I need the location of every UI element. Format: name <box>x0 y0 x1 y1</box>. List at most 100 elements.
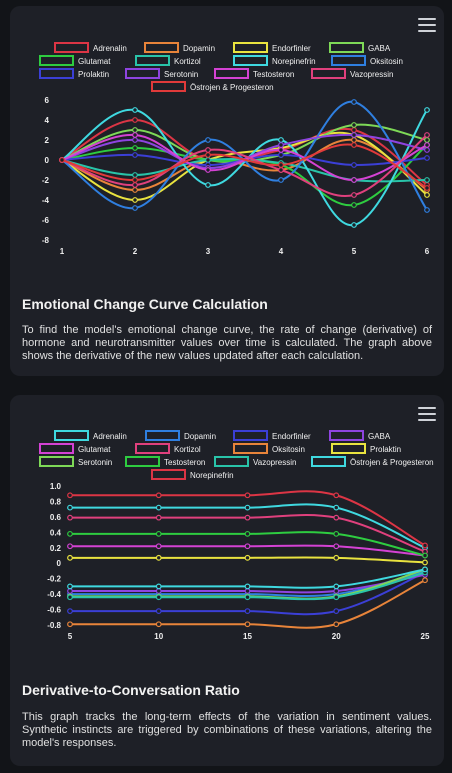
legend-item[interactable]: Serotonin <box>125 68 198 79</box>
legend-swatch <box>135 55 170 66</box>
data-point <box>67 492 73 499</box>
legend-swatch <box>39 456 74 467</box>
x-tick-label: 5 <box>68 632 73 641</box>
series-line <box>61 134 428 198</box>
data-point <box>155 583 162 590</box>
series-line <box>61 131 428 202</box>
data-point <box>333 514 340 521</box>
legend-item[interactable]: Prolaktin <box>331 443 401 454</box>
data-point <box>278 152 284 158</box>
data-point <box>333 583 340 590</box>
legend-item[interactable]: Testosteron <box>214 68 294 79</box>
x-tick-label: 3 <box>206 247 211 256</box>
data-point <box>278 137 284 143</box>
legend-item[interactable]: Kortizol <box>135 443 201 454</box>
data-point <box>278 167 284 173</box>
legend-item[interactable]: Kortizol <box>135 55 201 66</box>
legend-item[interactable]: Dopamin <box>145 430 216 441</box>
emotional-change-card: Adrenalin Dopamin Endorfinler GABA Glutamat K… <box>10 6 444 376</box>
legend-item[interactable]: GABA <box>329 430 391 441</box>
legend-item[interactable]: Endorfinler <box>233 42 311 53</box>
legend-item[interactable]: Adrenalin <box>54 42 127 53</box>
data-point <box>132 145 138 151</box>
legend-swatch <box>125 68 160 79</box>
legend-swatch <box>54 430 89 441</box>
y-tick-label: 2 <box>45 136 50 145</box>
data-point <box>205 152 211 158</box>
data-point <box>155 504 162 511</box>
legend-item[interactable]: Vazopressin <box>214 456 296 467</box>
legend-item[interactable]: Östrojen & Progesteron <box>151 81 274 92</box>
legend-label: Norepinefrin <box>272 57 316 66</box>
legend-label: Glutamat <box>78 445 111 454</box>
data-point <box>244 583 251 590</box>
data-point <box>244 608 251 615</box>
legend-item[interactable]: Oksitosin <box>233 443 305 454</box>
data-point <box>205 182 211 188</box>
data-point <box>333 594 340 601</box>
hamburger-menu-icon[interactable] <box>418 18 436 32</box>
legend-label: Prolaktin <box>78 70 109 79</box>
data-point <box>333 530 340 537</box>
data-point <box>155 594 162 601</box>
data-point <box>67 594 73 601</box>
x-tick-label: 6 <box>425 247 430 256</box>
y-tick-label: -0.8 <box>47 621 61 630</box>
x-tick-label: 4 <box>279 247 284 256</box>
legend-item[interactable]: Dopamin <box>144 42 215 53</box>
series-line <box>61 133 428 170</box>
legend-item[interactable]: Prolaktin <box>39 68 109 79</box>
legend-item[interactable]: Adrenalin <box>54 430 127 441</box>
y-tick-label: -4 <box>42 196 50 205</box>
data-point <box>67 514 73 521</box>
data-point <box>155 492 162 499</box>
legend-item[interactable]: Glutamat <box>39 443 111 454</box>
legend-swatch <box>214 68 249 79</box>
legend-item[interactable]: Oksitosin <box>331 55 403 66</box>
data-point <box>424 137 430 143</box>
data-point <box>422 577 428 584</box>
data-point <box>333 608 340 615</box>
legend-label: Kortizol <box>174 445 201 454</box>
y-tick-label: 0.4 <box>50 528 62 537</box>
data-point <box>424 107 430 113</box>
legend-item[interactable]: Serotonin <box>39 456 112 467</box>
data-point <box>67 554 73 561</box>
legend-item[interactable]: Glutamat <box>39 55 111 66</box>
card-description: This graph tracks the long-term effects … <box>22 711 432 749</box>
legend-swatch <box>151 81 186 92</box>
hamburger-menu-icon[interactable] <box>418 407 436 421</box>
legend-item[interactable]: Östrojen & Progesteron <box>311 456 434 467</box>
data-point <box>351 132 357 138</box>
legend-label: Östrojen & Progesteron <box>190 83 274 92</box>
series-line <box>61 143 428 189</box>
legend-label: Endorfinler <box>272 44 311 53</box>
y-tick-label: 0 <box>45 156 50 165</box>
legend-label: Dopamin <box>183 44 215 53</box>
legend-label: Serotonin <box>164 70 198 79</box>
data-point <box>422 552 428 559</box>
data-point <box>351 99 357 105</box>
legend-swatch <box>233 55 268 66</box>
data-point <box>132 177 138 183</box>
x-tick-label: 25 <box>421 632 430 641</box>
data-point <box>278 142 284 148</box>
data-point <box>132 132 138 138</box>
data-point <box>278 147 284 153</box>
data-point <box>424 155 430 161</box>
legend-item[interactable]: GABA <box>329 42 391 53</box>
legend-item[interactable]: Endorfinler <box>233 430 311 441</box>
y-tick-label: -0.4 <box>47 590 61 599</box>
data-point <box>155 530 162 537</box>
data-point <box>333 504 340 511</box>
legend-item[interactable]: Norepinefrin <box>151 469 234 480</box>
legend-swatch <box>39 443 74 454</box>
legend-item[interactable]: Vazopressin <box>311 68 393 79</box>
y-tick-label: 0.8 <box>50 497 62 506</box>
legend-label: Norepinefrin <box>190 471 234 480</box>
legend-item[interactable]: Norepinefrin <box>233 55 316 66</box>
legend-item[interactable]: Testosteron <box>125 456 205 467</box>
data-point <box>244 492 251 499</box>
legend-swatch <box>329 42 364 53</box>
legend-swatch <box>311 68 346 79</box>
